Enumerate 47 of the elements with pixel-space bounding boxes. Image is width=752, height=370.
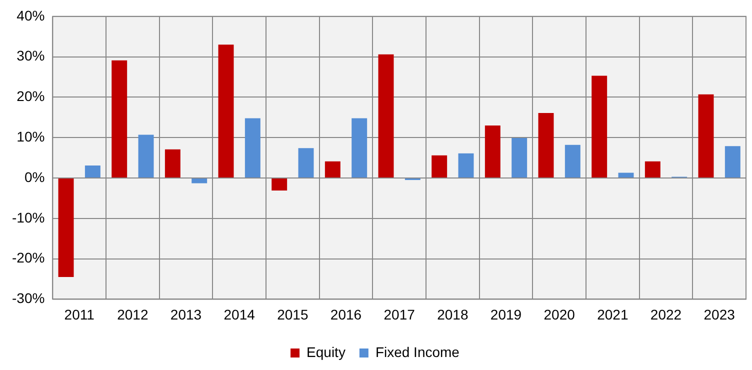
bar [538, 112, 554, 178]
x-tick-label: 2012 [117, 306, 148, 322]
bar [564, 144, 580, 178]
bar [698, 94, 714, 178]
bar [192, 178, 208, 184]
x-tick-label: 2017 [384, 306, 416, 322]
bar [324, 161, 340, 178]
x-tick-label: 2021 [597, 306, 628, 322]
bar [458, 153, 474, 178]
x-tick-label: 2014 [224, 306, 256, 322]
y-tick-label: 40% [16, 7, 45, 24]
x-tick-label: 2019 [490, 306, 522, 322]
legend-label: Equity [306, 344, 346, 360]
bar [378, 54, 394, 178]
bar [164, 149, 180, 178]
x-tick-label: 2013 [170, 306, 202, 322]
bar [138, 134, 154, 178]
bar [112, 60, 128, 178]
bar [618, 172, 634, 178]
bar [58, 178, 74, 277]
bar [272, 178, 288, 191]
bar [244, 118, 260, 178]
bar [724, 146, 740, 178]
y-tick-label: 30% [16, 48, 45, 64]
bar [432, 155, 448, 178]
legend-label: Fixed Income [375, 344, 460, 360]
bar [218, 44, 234, 178]
bar [352, 118, 368, 178]
y-tick-label: -10% [12, 209, 45, 226]
bar [512, 138, 528, 178]
x-tick-label: 2023 [704, 306, 736, 322]
y-tick-label: -20% [12, 250, 45, 266]
x-tick-label: 2022 [650, 306, 682, 322]
x-tick-label: 2016 [330, 306, 362, 322]
y-tick-label: 10% [16, 128, 45, 144]
y-tick-label: -30% [12, 290, 45, 306]
x-tick-label: 2015 [277, 306, 308, 322]
bar [84, 165, 100, 178]
x-tick-label: 2020 [544, 306, 576, 322]
x-tick-label: 2018 [437, 306, 468, 322]
bar [644, 161, 660, 178]
bar [298, 148, 314, 178]
bar [592, 76, 608, 178]
y-tick-label: 0% [24, 168, 45, 185]
bar [484, 125, 500, 178]
x-tick-label: 2011 [64, 306, 95, 322]
y-tick-label: 20% [16, 88, 45, 104]
